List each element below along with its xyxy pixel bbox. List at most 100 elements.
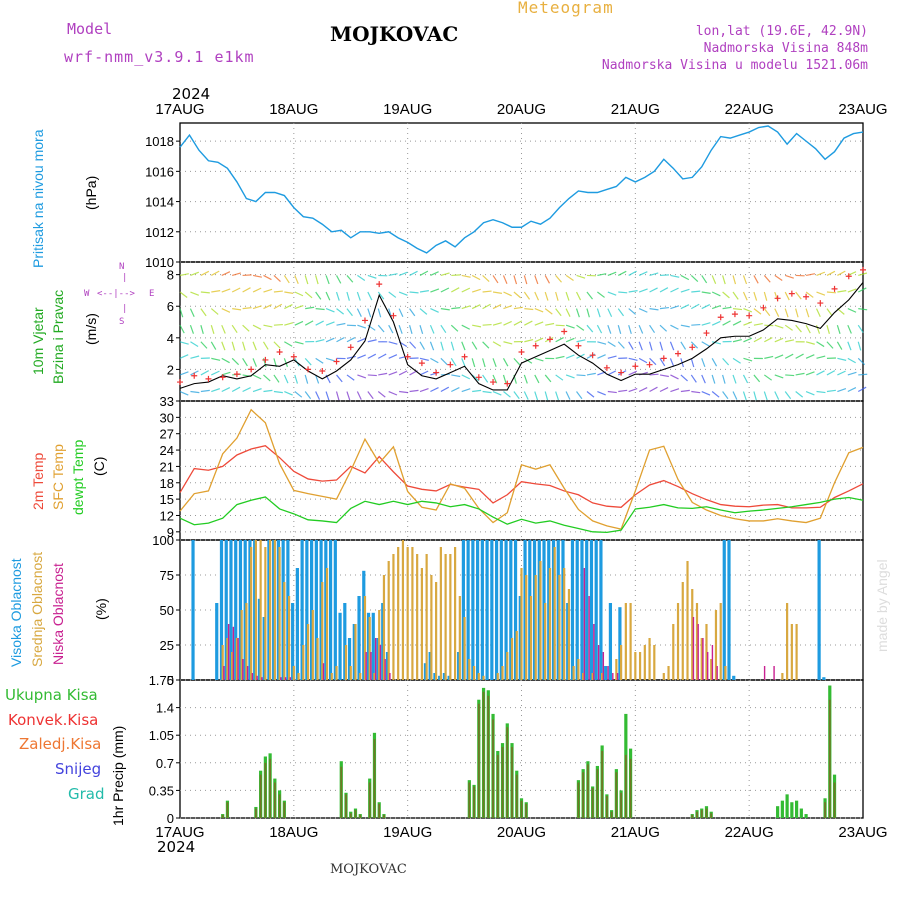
wind-barb	[691, 290, 701, 293]
cloud-mid-bar	[378, 610, 381, 680]
wind-barb	[429, 324, 435, 334]
cloud-label-low: Niska Oblacnost	[50, 563, 66, 665]
wind-barb	[409, 341, 417, 349]
cloud-high-bar	[457, 652, 461, 680]
wind-barb	[513, 306, 523, 310]
x-tick-label-top: 17AUG	[155, 101, 204, 118]
wind-barb	[847, 341, 852, 351]
wind-barb	[325, 357, 335, 362]
wind-barb	[722, 306, 732, 310]
cloud-low-bar	[232, 626, 235, 680]
wind-barb	[638, 357, 648, 364]
wind-barb	[795, 372, 805, 376]
wind-barb	[618, 389, 628, 393]
cloud-high-bar	[371, 612, 375, 680]
x-tick-label-top: 21AUG	[611, 101, 660, 118]
cloud-high-bar	[509, 540, 513, 680]
wind-barb	[586, 308, 590, 318]
cloud-low-bar	[256, 675, 258, 680]
wind-barb	[659, 324, 668, 332]
wind-barb	[471, 374, 480, 382]
wind-barb	[200, 308, 207, 317]
cloud-mid-bar	[311, 610, 314, 680]
wind-barb	[555, 275, 562, 283]
wind-gust-mark	[746, 312, 753, 319]
cloud-low-bar	[251, 673, 254, 680]
wind-barb	[826, 370, 836, 376]
precip-conv-bar	[354, 810, 357, 818]
precip-conv-bar	[221, 814, 224, 818]
cloud-low-bar	[280, 677, 282, 680]
wind-barb	[346, 308, 353, 317]
wind-barb	[482, 274, 490, 283]
wind-gust-mark	[532, 342, 539, 349]
cloud-high-bar	[727, 540, 731, 680]
wind-barb	[628, 341, 634, 350]
wind-barb	[753, 322, 763, 326]
cloud-mid-bar	[700, 638, 703, 680]
wind-barb	[221, 308, 231, 313]
wind-gust-mark	[632, 363, 639, 370]
cloud-low-bar	[374, 638, 377, 680]
wind-barb	[534, 357, 544, 362]
wind-gust-mark	[831, 285, 838, 292]
cloud-mid-bar	[620, 645, 623, 680]
cloud-mid-bar	[458, 596, 461, 680]
wind-barb	[711, 291, 721, 297]
cloud-high-bar	[191, 540, 195, 680]
wind-barb	[524, 320, 533, 326]
wind-barb	[231, 287, 241, 293]
precip-conv-bar	[833, 782, 836, 818]
wind-gust-mark	[347, 344, 354, 351]
cloud-mid-bar	[387, 561, 390, 680]
precip-conv-bar	[473, 786, 475, 818]
cloud-mid-bar	[577, 659, 580, 680]
precip-conv-bar	[259, 774, 262, 818]
wind-barb	[805, 341, 815, 345]
cloud-mid-bar	[430, 575, 433, 680]
wind-barb	[722, 320, 731, 326]
cloud-mid-bar	[691, 589, 694, 680]
wind-gust-mark	[561, 328, 568, 335]
cloud-mid-bar	[615, 659, 618, 680]
cloud-mid-bar	[529, 596, 533, 680]
wind-gust-mark	[703, 330, 710, 337]
wind-barb	[711, 358, 718, 367]
cloud-mid-bar	[373, 673, 376, 680]
wind-barb	[711, 320, 721, 326]
wind-barb	[826, 308, 833, 317]
wind-barb	[461, 287, 471, 293]
cloud-high-bar	[362, 570, 366, 680]
wind-barb	[837, 388, 847, 393]
compass-east: E	[149, 289, 155, 299]
wind-barb	[190, 355, 200, 359]
cloud-high-bar	[471, 540, 475, 680]
wind-gust-mark	[618, 369, 625, 376]
wind-barb	[690, 358, 695, 368]
wind-barb	[795, 308, 799, 318]
cloud-low-bar	[261, 677, 263, 680]
wind-barb	[231, 357, 240, 366]
cloud-mid-bar	[221, 645, 224, 680]
wind-barb	[482, 390, 492, 394]
wind-barb	[399, 390, 409, 394]
wind-barb	[628, 325, 632, 334]
wind-gust-mark	[461, 353, 468, 360]
wind-label-2: Brzina i Pravac	[50, 289, 66, 384]
wind-barb	[284, 304, 293, 310]
wind-speed-line	[179, 282, 864, 391]
cloud-mid-bar	[662, 673, 665, 680]
wind-barb	[492, 304, 502, 310]
wind-barb	[774, 308, 780, 317]
wind-barb	[638, 324, 644, 334]
precip-conv-bar	[624, 754, 627, 818]
wind-barb	[503, 305, 513, 310]
wind-barb	[732, 275, 737, 285]
wind-barb	[628, 290, 638, 293]
y-tick-label: 1014	[145, 195, 174, 210]
precip-conv-bar	[383, 814, 385, 818]
wind-barb	[461, 341, 466, 351]
wind-barb	[857, 357, 866, 366]
wind-barb	[221, 341, 226, 351]
wind-barb	[430, 387, 439, 393]
